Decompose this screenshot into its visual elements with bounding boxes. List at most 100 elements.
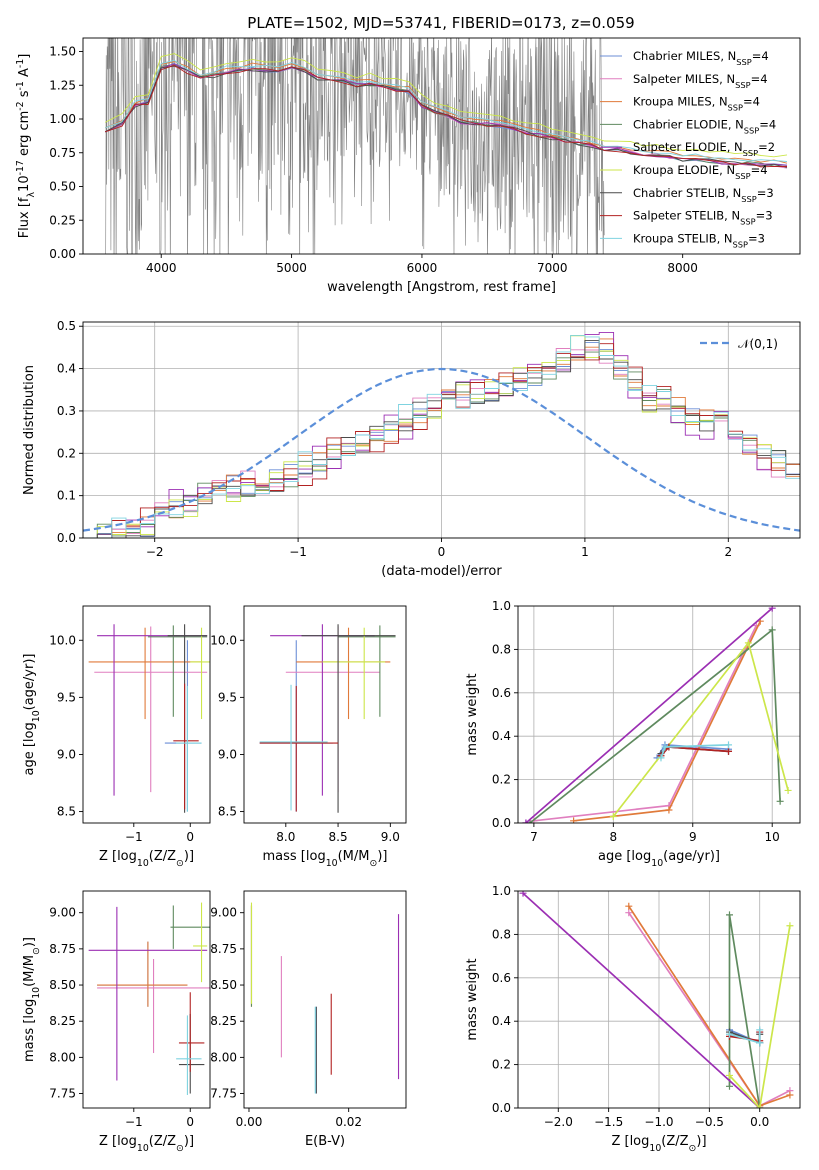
x-tick-label: −1 <box>289 545 307 559</box>
errorbar-point-5 <box>193 902 208 983</box>
panel-weight-vs-Z: −2.0 −1.5 −1.0 −0.5 0.0 0.0 0.2 0.4 0.6 0.8 1.0 Z [… <box>465 884 801 1154</box>
plot-area <box>518 891 800 1108</box>
y-tick-label: 8.75 <box>49 942 76 956</box>
y-tick-label: 10.0 <box>210 633 237 647</box>
y-axis-label: mass [log10(M/M⊙)] <box>22 937 42 1062</box>
plot-area <box>88 624 210 813</box>
x-tick-label: 9 <box>689 830 697 844</box>
y-tick-label: 8.00 <box>49 1050 76 1064</box>
x-tick-label: 0 <box>186 1115 194 1129</box>
y-tick-label: 0.50 <box>49 180 76 194</box>
y-tick-label: 0.3 <box>57 404 76 418</box>
x-tick-label: 1 <box>581 545 589 559</box>
axes-frame <box>82 890 211 1109</box>
plot-area <box>83 322 800 538</box>
errorbar-point-8 <box>176 1015 202 1095</box>
y-tick-label: 0.1 <box>57 489 76 503</box>
y-tick-label: 8.25 <box>210 1014 237 1028</box>
y-tick-label: 1.00 <box>49 112 76 126</box>
weight-marker <box>756 1026 764 1034</box>
x-tick-label: −1.5 <box>594 1115 623 1129</box>
plot-area <box>518 606 800 823</box>
errorbar-point-0 <box>164 640 202 812</box>
y-tick-label: 7.75 <box>49 1087 76 1101</box>
errorbar-point-2 <box>97 941 188 1007</box>
weight-marker <box>768 626 776 634</box>
histogram-8 <box>83 334 800 538</box>
y-tick-label: 0.2 <box>492 1058 511 1072</box>
weight-marker <box>726 911 733 919</box>
panel-residuals: 𝒩(0,1) −2 −1 0 1 2 0.0 0.1 0.2 0.3 0.4 0.5 (data-mod… <box>22 319 801 579</box>
legend-label-7: Salpeter STELIB, NSSP=3 <box>633 209 773 227</box>
y-tick-label: 1.25 <box>49 78 76 92</box>
x-tick-label: −2 <box>146 545 164 559</box>
model-line-5 <box>104 53 788 158</box>
x-tick-label: 8 <box>610 830 618 844</box>
weight-line-5 <box>728 925 791 1108</box>
x-tick-label: 7000 <box>537 261 568 275</box>
x-axis-label: mass [log10(M/M⊙)] <box>263 849 388 869</box>
weight-marker <box>625 909 633 917</box>
weight-line-5 <box>612 641 789 818</box>
errorbar-point-1 <box>285 626 380 793</box>
errorbar-point-1 <box>94 626 208 793</box>
model-line-8 <box>105 59 788 162</box>
axes-frame <box>243 890 407 1109</box>
y-tick-label: 8.5 <box>57 805 76 819</box>
legend: 𝒩(0,1) <box>700 337 778 351</box>
y-tick-label: 0.4 <box>492 1014 511 1028</box>
panel-mass-vs-EBV: 0.00 0.02 7.75 8.00 8.25 8.50 8.75 9.00 E(B-V) <box>210 890 407 1149</box>
legend-label-3: Chabrier ELODIE, NSSP=4 <box>633 117 776 135</box>
weight-marker <box>726 1030 733 1038</box>
y-axis-label: mass weight <box>465 673 480 755</box>
weight-marker <box>786 922 794 930</box>
weight-marker <box>726 1082 733 1090</box>
weight-marker <box>665 806 673 814</box>
y-tick-label: 8.75 <box>210 942 237 956</box>
weight-marker <box>570 817 578 823</box>
errorbar-point-5 <box>322 627 386 720</box>
y-tick-label: 8.5 <box>218 805 237 819</box>
y-tick-label: 9.5 <box>57 690 76 704</box>
legend-label-4: Salpeter ELODIE, NSSP=2 <box>633 140 775 158</box>
x-tick-label: 0 <box>186 830 194 844</box>
y-tick-label: 9.00 <box>49 906 76 920</box>
errorbar-point-4 <box>97 624 208 796</box>
histogram-5 <box>83 335 800 538</box>
errorbar-point-2 <box>88 627 202 720</box>
weight-marker <box>609 812 617 820</box>
figure-title: PLATE=1502, MJD=53741, FIBERID=0173, z=0… <box>247 14 634 32</box>
weight-line-4 <box>522 892 761 1108</box>
x-tick-label: 5000 <box>276 261 307 275</box>
errorbar-point-0 <box>97 941 188 1007</box>
weight-marker <box>768 606 776 612</box>
errorbar-point-3 <box>338 625 396 717</box>
errorbar-point-4 <box>88 906 208 1081</box>
weight-marker <box>726 1071 733 1079</box>
legend: Chabrier MILES, NSSP=4 Salpeter MILES, NS… <box>600 49 776 249</box>
x-tick-label: 0.0 <box>750 1115 769 1129</box>
plot-area <box>259 624 396 813</box>
x-tick-label: 6000 <box>407 261 438 275</box>
panel-age-vs-Z: −1 0 8.5 9.0 9.5 10.0 Z [log10(Z/Z⊙)] age [log1… <box>22 605 211 869</box>
histogram-7 <box>83 343 800 538</box>
weight-marker <box>526 819 534 823</box>
legend-label-6: Chabrier STELIB, NSSP=3 <box>633 186 774 204</box>
y-tick-label: 0.8 <box>492 642 511 656</box>
y-tick-label: 0.75 <box>49 146 76 160</box>
data-spectrum <box>105 38 605 254</box>
weight-line-4 <box>525 607 773 823</box>
errorbar-point-7 <box>259 685 339 812</box>
weight-marker <box>657 754 665 762</box>
plot-area <box>104 38 788 254</box>
x-tick-label: −1.0 <box>644 1115 673 1129</box>
errorbar-point-7 <box>178 992 205 1072</box>
errorbar-point-4 <box>270 624 375 796</box>
x-tick-label: 8000 <box>667 261 698 275</box>
weight-marker <box>776 797 784 805</box>
y-tick-label: 0.25 <box>49 213 76 227</box>
weight-marker <box>519 891 527 897</box>
weight-marker <box>725 747 733 755</box>
model-line-2 <box>105 61 788 164</box>
errorbar-point-2 <box>296 627 391 720</box>
